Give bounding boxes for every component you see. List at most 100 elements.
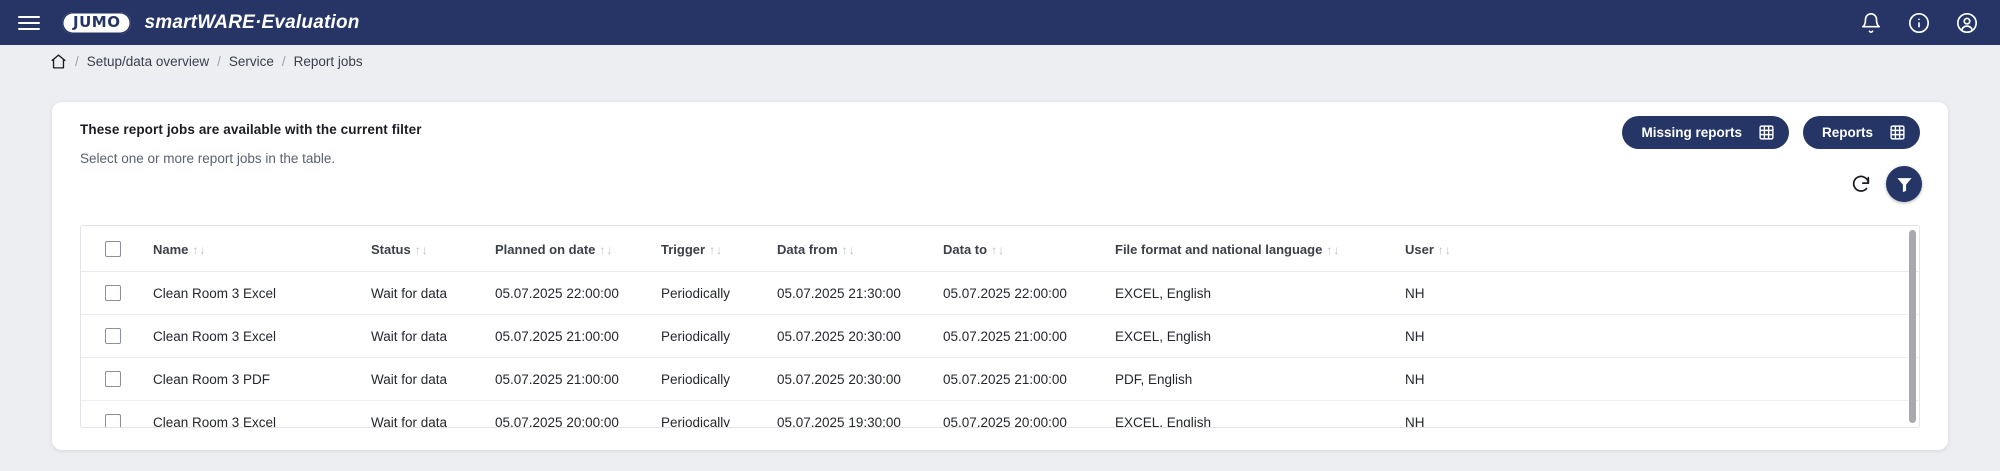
row-checkbox[interactable] bbox=[105, 414, 121, 427]
column-header-trigger[interactable]: Trigger ↑↓ bbox=[661, 226, 777, 272]
missing-reports-button-label: Missing reports bbox=[1641, 125, 1742, 140]
app-bar-actions bbox=[1860, 12, 1978, 34]
sort-toggle-file-format[interactable]: ↑↓ bbox=[1326, 242, 1341, 257]
row-select-cell bbox=[81, 314, 153, 358]
sort-toggle-trigger[interactable]: ↑↓ bbox=[709, 242, 724, 257]
column-select-all bbox=[81, 226, 153, 272]
cell-user: NH bbox=[1405, 314, 1919, 358]
column-header-user[interactable]: User ↑↓ bbox=[1405, 226, 1919, 272]
column-header-status[interactable]: Status ↑↓ bbox=[371, 226, 495, 272]
cell-data-from: 05.07.2025 21:30:00 bbox=[777, 271, 943, 315]
table-header: Name ↑↓ Status ↑↓ Planned on date ↑↓ Trigge… bbox=[81, 226, 1919, 272]
page-title: These report jobs are available with the… bbox=[80, 122, 422, 137]
row-checkbox[interactable] bbox=[105, 285, 121, 301]
account-icon[interactable] bbox=[1956, 12, 1978, 34]
app-bar: JUMO smartWARE·Evaluation bbox=[0, 0, 2000, 45]
cell-data-from: 05.07.2025 19:30:00 bbox=[777, 400, 943, 427]
cell-status: Wait for data bbox=[371, 271, 495, 315]
column-label-name: Name bbox=[153, 241, 189, 257]
row-select-cell bbox=[81, 357, 153, 401]
breadcrumb-item-report-jobs: Report jobs bbox=[293, 54, 363, 69]
breadcrumb-item-service[interactable]: Service bbox=[228, 54, 274, 69]
page-subtitle: Select one or more report jobs in the ta… bbox=[80, 151, 336, 166]
sort-toggle-user[interactable]: ↑↓ bbox=[1437, 242, 1452, 257]
sort-toggle-name[interactable]: ↑↓ bbox=[192, 242, 207, 257]
cell-user: NH bbox=[1405, 271, 1919, 315]
cell-user: NH bbox=[1405, 357, 1919, 401]
cell-trigger: Periodically bbox=[661, 400, 777, 427]
table-row[interactable]: Clean Room 3 Excel Wait for data 05.07.2… bbox=[81, 271, 1919, 315]
cell-file-format: EXCEL, English bbox=[1115, 271, 1405, 315]
cell-name: Clean Room 3 Excel bbox=[153, 271, 371, 315]
cell-trigger: Periodically bbox=[661, 271, 777, 315]
sort-toggle-planned-on-date[interactable]: ↑↓ bbox=[599, 242, 614, 257]
filter-icon[interactable] bbox=[1886, 166, 1922, 202]
cell-file-format: EXCEL, English bbox=[1115, 314, 1405, 358]
info-icon[interactable] bbox=[1908, 12, 1930, 34]
table-body: Clean Room 3 Excel Wait for data 05.07.2… bbox=[81, 271, 1919, 427]
column-header-data-to[interactable]: Data to ↑↓ bbox=[943, 226, 1115, 272]
table-row[interactable]: Clean Room 3 Excel Wait for data 05.07.2… bbox=[81, 314, 1919, 358]
missing-reports-button[interactable]: Missing reports bbox=[1622, 116, 1789, 149]
cell-trigger: Periodically bbox=[661, 357, 777, 401]
sort-toggle-status[interactable]: ↑↓ bbox=[414, 242, 429, 257]
notifications-icon[interactable] bbox=[1860, 12, 1882, 34]
report-jobs-table-container: Name ↑↓ Status ↑↓ Planned on date ↑↓ Trigge… bbox=[80, 225, 1920, 428]
cell-trigger: Periodically bbox=[661, 314, 777, 358]
table-scrollbar[interactable] bbox=[1909, 230, 1916, 423]
table-toolbar bbox=[1850, 166, 1922, 202]
cell-status: Wait for data bbox=[371, 357, 495, 401]
product-title: smartWARE·Evaluation bbox=[144, 11, 360, 33]
cell-data-to: 05.07.2025 22:00:00 bbox=[943, 271, 1115, 315]
column-header-file-format-and-national-language[interactable]: File format and national language ↑↓ bbox=[1115, 226, 1405, 272]
breadcrumb-item-setup-data-overview[interactable]: Setup/data overview bbox=[86, 54, 210, 69]
table-row[interactable]: Clean Room 3 PDF Wait for data 05.07.202… bbox=[81, 357, 1919, 401]
refresh-icon[interactable] bbox=[1850, 173, 1872, 195]
column-header-planned-on-date[interactable]: Planned on date ↑↓ bbox=[495, 226, 661, 272]
row-checkbox[interactable] bbox=[105, 371, 121, 387]
row-select-cell bbox=[81, 400, 153, 427]
sort-toggle-data-to[interactable]: ↑↓ bbox=[991, 242, 1006, 257]
cell-name: Clean Room 3 Excel bbox=[153, 400, 371, 427]
cell-planned-on-date: 05.07.2025 22:00:00 bbox=[495, 271, 661, 315]
breadcrumb-separator-2: / bbox=[217, 54, 221, 69]
report-jobs-table: Name ↑↓ Status ↑↓ Planned on date ↑↓ Trigge… bbox=[81, 226, 1919, 427]
column-label-data-from: Data from bbox=[777, 241, 838, 257]
card-header-actions: Missing reports Reports bbox=[1622, 116, 1920, 149]
column-header-data-from[interactable]: Data from ↑↓ bbox=[777, 226, 943, 272]
select-all-checkbox[interactable] bbox=[105, 241, 121, 257]
column-label-planned-on-date: Planned on date bbox=[495, 241, 596, 257]
home-icon[interactable] bbox=[50, 53, 67, 70]
breadcrumb-separator-1: / bbox=[75, 54, 79, 69]
column-label-user: User bbox=[1405, 241, 1434, 257]
cell-data-to: 05.07.2025 20:00:00 bbox=[943, 400, 1115, 427]
sort-toggle-data-from[interactable]: ↑↓ bbox=[841, 242, 856, 257]
column-label-trigger: Trigger bbox=[661, 241, 706, 257]
cell-data-to: 05.07.2025 21:00:00 bbox=[943, 314, 1115, 358]
table-row[interactable]: Clean Room 3 Excel Wait for data 05.07.2… bbox=[81, 400, 1919, 427]
cell-planned-on-date: 05.07.2025 21:00:00 bbox=[495, 314, 661, 358]
breadcrumb-separator-3: / bbox=[281, 54, 286, 69]
report-jobs-card: These report jobs are available with the… bbox=[52, 102, 1948, 450]
column-header-name[interactable]: Name ↑↓ bbox=[153, 226, 371, 272]
cell-data-to: 05.07.2025 21:00:00 bbox=[943, 357, 1115, 401]
row-select-cell bbox=[81, 271, 153, 315]
cell-file-format: PDF, English bbox=[1115, 357, 1405, 401]
cell-data-from: 05.07.2025 20:30:00 bbox=[777, 314, 943, 358]
jumo-logo-text: JUMO bbox=[73, 12, 121, 31]
cell-planned-on-date: 05.07.2025 21:00:00 bbox=[495, 357, 661, 401]
grid-icon bbox=[1889, 124, 1906, 141]
row-checkbox[interactable] bbox=[105, 328, 121, 344]
cell-status: Wait for data bbox=[371, 400, 495, 427]
cell-planned-on-date: 05.07.2025 20:00:00 bbox=[495, 400, 661, 427]
cell-user: NH bbox=[1405, 400, 1919, 427]
jumo-logo: JUMO bbox=[62, 11, 132, 34]
hamburger-icon[interactable] bbox=[18, 10, 44, 36]
column-label-status: Status bbox=[371, 241, 411, 257]
table-header-row: Name ↑↓ Status ↑↓ Planned on date ↑↓ Trigge… bbox=[81, 226, 1919, 272]
cell-status: Wait for data bbox=[371, 314, 495, 358]
table-scrollbar-thumb[interactable] bbox=[1909, 230, 1916, 423]
column-label-data-to: Data to bbox=[943, 241, 988, 257]
cell-name: Clean Room 3 PDF bbox=[153, 357, 371, 401]
reports-button[interactable]: Reports bbox=[1802, 116, 1920, 149]
